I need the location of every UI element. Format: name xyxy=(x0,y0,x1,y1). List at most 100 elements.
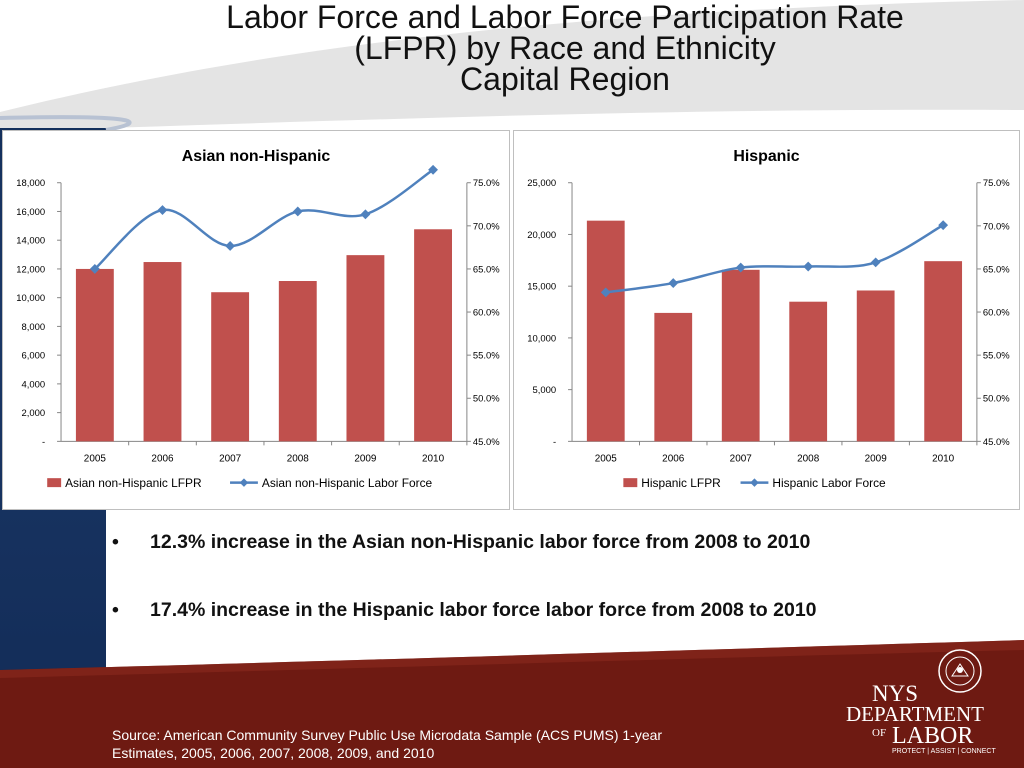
left-tick-label: 10,000 xyxy=(16,293,45,304)
left-tick-label: - xyxy=(553,437,556,448)
left-tick-label: 20,000 xyxy=(527,230,556,241)
right-tick-label: 75.0% xyxy=(983,178,1010,189)
asian-combo-chart: Asian non-Hispanic - 2,000 4,000 6,000 8,000 1… xyxy=(16,148,500,490)
left-tick-label: - xyxy=(42,437,45,448)
title-line-3: Capital Region xyxy=(460,61,670,97)
x-tick-label: 2006 xyxy=(151,453,174,464)
left-tick-label: 15,000 xyxy=(527,282,556,293)
footer-band xyxy=(0,640,1024,768)
slide-title: Labor Force and Labor Force Participatio… xyxy=(106,0,1024,97)
labor-force-marker xyxy=(157,205,168,215)
left-tick-label: 12,000 xyxy=(16,264,45,275)
x-tick-label: 2008 xyxy=(797,453,820,464)
source-line-2: Estimates, 2005, 2006, 2007, 2008, 2009,… xyxy=(112,745,435,761)
right-tick-label: 65.0% xyxy=(473,264,500,275)
labor-force-marker xyxy=(803,261,814,272)
bullet-marker: • xyxy=(112,531,119,553)
bullet-text-asian: 12.3% increase in the Asian non-Hispanic… xyxy=(150,531,811,553)
bullet-marker: • xyxy=(112,599,119,621)
labor-force-marker xyxy=(870,257,881,268)
right-tick-label: 60.0% xyxy=(983,308,1010,319)
legend-line-label: Asian non-Hispanic Labor Force xyxy=(262,476,433,490)
labor-force-marker xyxy=(360,209,371,220)
title-line-1: Labor Force and Labor Force Participatio… xyxy=(226,0,904,35)
source-note: Source: American Community Survey Public… xyxy=(112,726,752,762)
right-tick-label: 70.0% xyxy=(473,221,500,232)
x-tick-label: 2005 xyxy=(595,453,618,464)
right-tick-label: 50.0% xyxy=(473,394,500,405)
lfpr-bar xyxy=(211,292,250,442)
logo-nys: NYS xyxy=(872,681,919,706)
chart-title: Asian non-Hispanic xyxy=(182,148,331,165)
labor-force-marker xyxy=(292,206,303,217)
asian-chart-panel: Asian non-Hispanic - 2,000 4,000 6,000 8,000 1… xyxy=(2,130,510,510)
left-tick-label: 4,000 xyxy=(21,379,45,390)
x-tick-label: 2009 xyxy=(354,453,377,464)
left-tick-label: 5,000 xyxy=(532,385,556,396)
left-tick-label: 8,000 xyxy=(21,322,45,333)
left-tick-label: 10,000 xyxy=(527,333,556,344)
labor-force-line xyxy=(605,224,944,294)
bullet-item-asian: • 12.3% increase in the Asian non-Hispan… xyxy=(112,520,1012,588)
lfpr-bar xyxy=(414,229,453,442)
legend-line-marker xyxy=(239,478,249,487)
nys-dol-logo: NYS DEPARTMENT OF LABOR PROTECT | ASSIST… xyxy=(845,648,1005,760)
lfpr-bar xyxy=(924,261,963,442)
right-tick-label: 70.0% xyxy=(983,221,1010,232)
legend-line-marker xyxy=(750,478,759,487)
x-tick-label: 2005 xyxy=(84,453,107,464)
logo-department: DEPARTMENT xyxy=(846,702,984,726)
right-tick-label: 45.0% xyxy=(473,437,500,448)
legend-bar-label: Hispanic LFPR xyxy=(641,476,721,490)
x-tick-label: 2009 xyxy=(865,453,888,464)
right-tick-label: 50.0% xyxy=(983,394,1010,405)
legend-bar-swatch xyxy=(47,478,62,488)
source-line-1: Source: American Community Survey Public… xyxy=(112,727,663,743)
left-tick-label: 25,000 xyxy=(527,178,556,189)
left-tick-label: 6,000 xyxy=(21,351,45,362)
labor-force-marker xyxy=(225,241,236,251)
x-tick-label: 2007 xyxy=(219,453,242,464)
x-tick-label: 2010 xyxy=(422,453,445,464)
lfpr-bar xyxy=(789,301,828,442)
bullet-list: • 12.3% increase in the Asian non-Hispan… xyxy=(112,520,1012,656)
logo-labor: LABOR xyxy=(892,723,974,749)
lfpr-bar xyxy=(721,269,760,442)
right-tick-label: 65.0% xyxy=(983,264,1010,275)
left-tick-label: 18,000 xyxy=(16,178,45,189)
legend-bar-label: Asian non-Hispanic LFPR xyxy=(65,476,202,490)
left-tick-label: 14,000 xyxy=(16,236,45,247)
left-tick-label: 16,000 xyxy=(16,207,45,218)
lfpr-bar xyxy=(75,268,114,442)
title-line-2: (LFPR) by Race and Ethnicity xyxy=(354,30,776,66)
x-tick-label: 2010 xyxy=(932,453,955,464)
labor-force-marker xyxy=(428,164,438,175)
hispanic-chart-panel: Hispanic - 5,000 10,000 15,000 20,000 25,000 45… xyxy=(513,130,1020,510)
right-tick-label: 60.0% xyxy=(473,308,500,319)
right-tick-label: 55.0% xyxy=(983,351,1010,362)
x-tick-label: 2007 xyxy=(730,453,753,464)
right-tick-label: 55.0% xyxy=(473,351,500,362)
left-tick-label: 2,000 xyxy=(21,408,45,419)
right-tick-label: 45.0% xyxy=(983,437,1010,448)
labor-force-line xyxy=(94,168,434,270)
bullet-item-hispanic: • 17.4% increase in the Hispanic labor f… xyxy=(112,588,1012,656)
chart-title: Hispanic xyxy=(733,148,799,165)
lfpr-bar xyxy=(586,220,625,442)
logo-of: OF xyxy=(872,727,887,739)
header-swoosh xyxy=(0,0,1024,132)
logo-tagline: PROTECT | ASSIST | CONNECT xyxy=(892,748,996,755)
lfpr-bar xyxy=(654,312,693,442)
right-tick-label: 75.0% xyxy=(473,178,500,189)
lfpr-bar xyxy=(346,255,385,442)
labor-force-marker xyxy=(89,264,100,274)
lfpr-bar xyxy=(856,290,895,442)
legend-bar-swatch xyxy=(623,478,638,488)
lfpr-bar xyxy=(143,262,182,442)
legend-line-label: Hispanic Labor Force xyxy=(772,476,886,490)
x-tick-label: 2008 xyxy=(287,453,310,464)
bullet-text-hispanic: 17.4% increase in the Hispanic labor for… xyxy=(150,599,817,621)
lfpr-bar xyxy=(278,281,317,442)
x-tick-label: 2006 xyxy=(662,453,685,464)
labor-force-marker xyxy=(668,278,679,288)
